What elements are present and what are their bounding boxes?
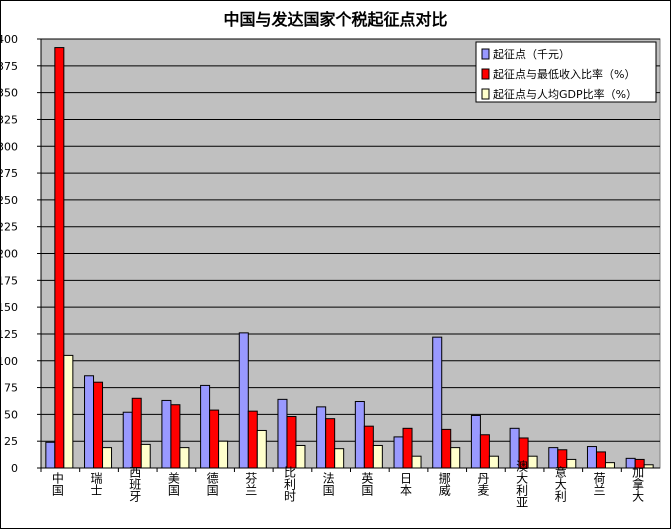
bar	[643, 464, 654, 469]
legend-label: 起征点与最低收入比率（%）	[493, 67, 635, 81]
bar	[334, 448, 345, 469]
y-tick-label: 275	[0, 167, 18, 180]
y-tick-label: 200	[0, 248, 18, 261]
y-tick-label: 125	[0, 328, 18, 341]
bar	[354, 401, 365, 469]
x-tick-label: 中国	[50, 471, 64, 496]
x-tick-label: 挪威	[437, 472, 451, 497]
bar	[548, 447, 559, 469]
x-tick-label: 西班牙	[128, 466, 142, 502]
bar	[277, 398, 288, 469]
bar	[586, 446, 597, 469]
bar	[247, 410, 258, 469]
y-tick-label: 150	[0, 301, 18, 314]
x-tick-label: 英国	[360, 472, 374, 496]
bar	[218, 440, 229, 469]
bar	[402, 427, 413, 469]
y-tick-label: 0	[11, 462, 18, 475]
bar	[84, 375, 95, 469]
bar	[634, 458, 645, 469]
bar	[518, 437, 529, 469]
bar	[295, 444, 306, 469]
bar	[256, 429, 267, 469]
y-tick-label: 225	[0, 221, 18, 234]
bar	[170, 404, 181, 469]
y-tick-label: 50	[4, 408, 18, 421]
bar	[363, 425, 374, 469]
bar	[45, 441, 56, 469]
bar	[411, 455, 422, 469]
bar	[102, 447, 113, 469]
legend-label: 起征点（千元）	[493, 48, 570, 61]
bar	[200, 384, 211, 469]
bar	[286, 416, 297, 469]
bar	[566, 458, 577, 469]
bar	[604, 462, 615, 469]
bar	[238, 332, 249, 469]
legend-swatch	[481, 88, 490, 100]
bar	[179, 447, 190, 469]
bar	[479, 434, 490, 469]
x-tick-label: 澳大利亚	[515, 460, 529, 508]
x-tick-label: 美国	[166, 472, 180, 496]
x-tick-label: 芬兰	[244, 472, 258, 496]
bar	[93, 381, 104, 469]
y-tick-label: 325	[0, 113, 18, 126]
bar	[54, 47, 65, 469]
chart-title: 中国与发达国家个税起征点对比	[223, 10, 448, 29]
x-tick-label: 意大利	[553, 465, 567, 502]
bar	[393, 436, 404, 469]
x-tick-label: 日本	[399, 472, 413, 497]
y-tick-label: 75	[4, 382, 18, 395]
x-tick-label: 法国	[321, 472, 335, 496]
y-tick-label: 400	[0, 33, 18, 46]
y-tick-label: 250	[0, 194, 18, 207]
legend-box	[475, 41, 657, 103]
bar	[488, 455, 499, 469]
legend-swatch	[481, 48, 490, 60]
x-tick-label: 比利时	[282, 466, 296, 502]
bar	[325, 418, 336, 469]
y-tick-label: 175	[0, 274, 18, 287]
bar	[441, 428, 452, 469]
x-tick-label: 德国	[205, 471, 219, 496]
x-tick-label: 荷兰	[592, 472, 606, 496]
bar	[316, 406, 327, 469]
y-tick-label: 350	[0, 87, 18, 100]
y-tick-label: 375	[0, 60, 18, 73]
bar	[131, 397, 142, 469]
bar	[209, 409, 220, 469]
bar	[470, 414, 481, 469]
legend-label: 起征点与人均GDP比率（%）	[493, 87, 637, 101]
bar	[557, 449, 568, 469]
bar	[161, 399, 172, 469]
legend-swatch	[481, 68, 490, 80]
x-tick-label: 瑞士	[89, 472, 103, 496]
y-tick-label: 100	[0, 355, 18, 368]
bar	[372, 444, 383, 469]
bar	[527, 455, 538, 469]
bar	[140, 443, 151, 469]
bar	[63, 354, 74, 469]
y-tick-label: 25	[4, 435, 18, 448]
bar	[122, 411, 133, 469]
y-tick-label: 300	[0, 140, 18, 153]
bar	[432, 336, 443, 469]
x-tick-label: 加拿大	[631, 466, 645, 502]
bar	[595, 451, 606, 469]
bar	[450, 447, 461, 469]
x-tick-label: 丹麦	[476, 472, 490, 497]
